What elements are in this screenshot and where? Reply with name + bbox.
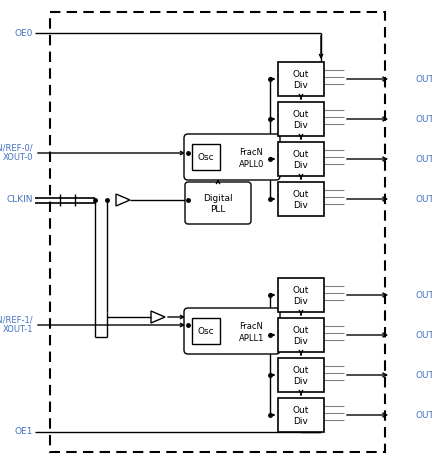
Text: Out: Out xyxy=(293,366,309,375)
Text: OUT2-1: OUT2-1 xyxy=(415,370,432,380)
Text: Out: Out xyxy=(293,326,309,335)
Bar xyxy=(192,318,220,344)
Bar xyxy=(278,142,324,176)
Bar xyxy=(192,144,220,170)
Bar xyxy=(278,358,324,392)
Text: Div: Div xyxy=(294,297,308,306)
Text: OUT0-0: OUT0-0 xyxy=(415,75,432,83)
Text: XIN/REF-1/: XIN/REF-1/ xyxy=(0,315,33,325)
Text: OE1: OE1 xyxy=(15,427,33,437)
Text: APLL0: APLL0 xyxy=(238,160,264,169)
Text: OE0: OE0 xyxy=(15,29,33,38)
Text: Div: Div xyxy=(294,161,308,169)
Text: Div: Div xyxy=(294,337,308,345)
Text: Out: Out xyxy=(293,70,309,79)
Text: Div: Div xyxy=(294,376,308,386)
Text: Osc: Osc xyxy=(198,326,214,336)
Bar xyxy=(278,318,324,352)
Text: Div: Div xyxy=(294,81,308,90)
Text: Out: Out xyxy=(293,190,309,199)
Text: FracN: FracN xyxy=(239,322,263,331)
Bar xyxy=(278,102,324,136)
FancyBboxPatch shape xyxy=(185,182,251,224)
FancyBboxPatch shape xyxy=(184,134,280,180)
Text: Osc: Osc xyxy=(198,152,214,162)
Text: APLL1: APLL1 xyxy=(238,334,264,343)
Text: Out: Out xyxy=(293,406,309,415)
Text: OUT3-1: OUT3-1 xyxy=(415,411,432,419)
Text: Out: Out xyxy=(293,286,309,295)
Text: Div: Div xyxy=(294,417,308,425)
Text: PLL: PLL xyxy=(210,205,226,214)
Text: Div: Div xyxy=(294,121,308,130)
Text: OUT3-0: OUT3-0 xyxy=(415,194,432,204)
Text: Out: Out xyxy=(293,110,309,119)
Bar xyxy=(278,182,324,216)
Text: OUT2-0: OUT2-0 xyxy=(415,155,432,163)
Bar xyxy=(278,278,324,312)
Text: XIN/REF-0/: XIN/REF-0/ xyxy=(0,144,33,152)
Text: FracN: FracN xyxy=(239,148,263,157)
Text: Digital: Digital xyxy=(203,194,233,203)
Bar xyxy=(278,62,324,96)
Text: Out: Out xyxy=(293,150,309,159)
Text: Div: Div xyxy=(294,200,308,210)
Text: XOUT-0: XOUT-0 xyxy=(3,154,33,163)
FancyBboxPatch shape xyxy=(184,308,280,354)
Bar xyxy=(278,398,324,432)
Text: OUT1-1: OUT1-1 xyxy=(415,331,432,339)
Text: OUT1-0: OUT1-0 xyxy=(415,114,432,124)
Text: CLKIN: CLKIN xyxy=(6,195,33,205)
Text: XOUT-1: XOUT-1 xyxy=(3,325,33,334)
Text: OUT0-1: OUT0-1 xyxy=(415,290,432,300)
